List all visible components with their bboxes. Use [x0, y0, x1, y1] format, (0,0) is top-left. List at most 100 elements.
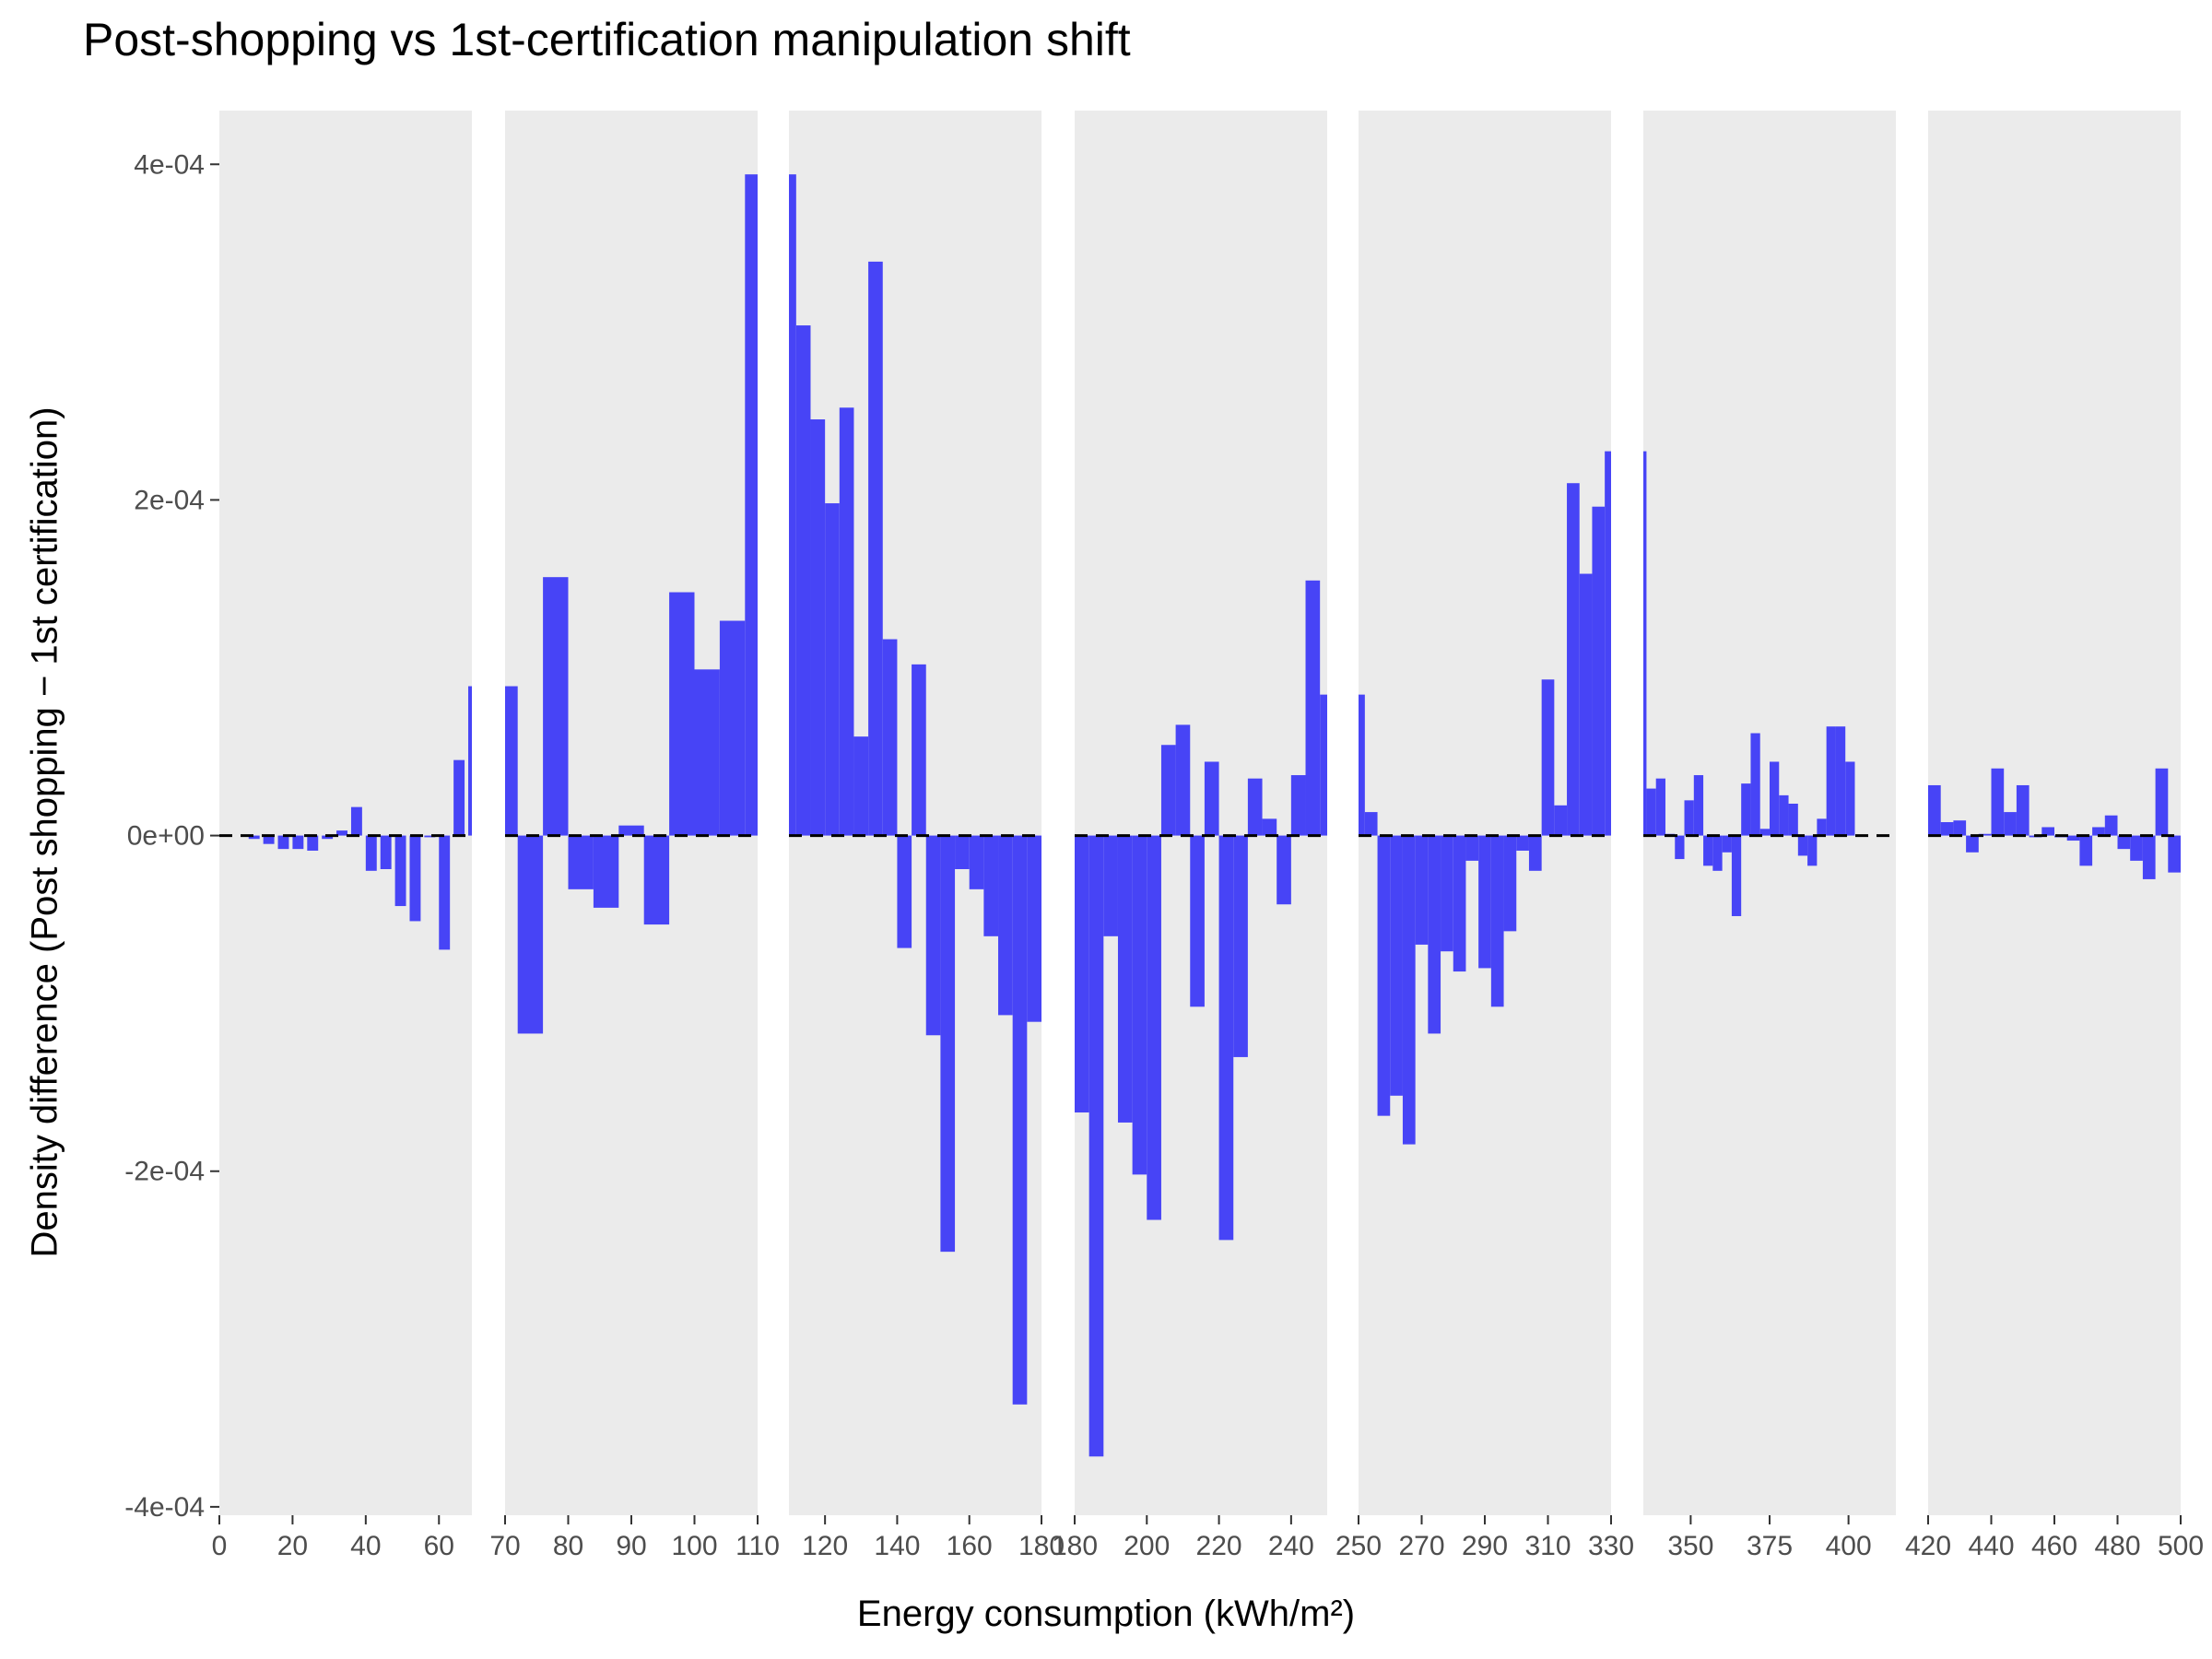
x-tick-label: 500	[2158, 1531, 2204, 1561]
bar	[969, 835, 984, 889]
bar	[263, 835, 275, 844]
bar	[1290, 775, 1306, 836]
bar	[1012, 835, 1028, 1405]
bar	[897, 835, 912, 948]
bar	[543, 577, 569, 836]
x-tick-label: 460	[2031, 1531, 2077, 1561]
x-tick-label: 220	[1196, 1531, 1242, 1561]
bar	[745, 174, 758, 836]
bar	[2016, 784, 2030, 836]
bar	[1428, 835, 1441, 1034]
y-tick-label: 0e+00	[127, 821, 205, 852]
bar	[2066, 835, 2080, 841]
bar	[1845, 761, 1855, 836]
bar	[853, 736, 869, 836]
bar	[1770, 761, 1780, 836]
y-tick-label: 4e-04	[134, 149, 205, 180]
bar	[1305, 580, 1321, 836]
x-tick-label: 70	[489, 1531, 520, 1561]
bar	[2155, 768, 2169, 836]
y-tick-label: -2e-04	[124, 1157, 205, 1187]
bar	[1132, 835, 1147, 1175]
bar	[1835, 726, 1846, 836]
y-tick-label: 2e-04	[134, 485, 205, 515]
chart-title: Post-shopping vs 1st-certification manip…	[83, 14, 1131, 65]
y-tick-label: -4e-04	[124, 1492, 205, 1523]
bar	[1160, 745, 1176, 836]
bar	[1364, 812, 1378, 836]
bar	[940, 835, 956, 1253]
x-tick-label: 20	[277, 1531, 308, 1561]
x-tick-label: 0	[212, 1531, 228, 1561]
bar	[248, 835, 260, 840]
x-axis-label: Energy consumption (kWh/m²)	[856, 1594, 1356, 1634]
bar	[868, 261, 883, 836]
facet-panel	[219, 111, 472, 1515]
bar	[1320, 694, 1327, 836]
bar	[1478, 835, 1491, 969]
bar	[1359, 694, 1365, 836]
x-tick-label: 350	[1667, 1531, 1713, 1561]
bar	[1722, 835, 1732, 853]
bar	[365, 835, 377, 871]
bar	[1204, 761, 1219, 836]
bar	[1377, 835, 1391, 1116]
bar	[1103, 835, 1118, 936]
bar	[1490, 835, 1504, 1007]
bar	[1605, 451, 1611, 836]
bar	[2079, 835, 2093, 866]
bar	[336, 830, 347, 836]
bar	[1759, 829, 1770, 836]
bar	[912, 664, 926, 836]
bar	[882, 639, 898, 836]
bar	[1027, 835, 1041, 1022]
bar	[2004, 812, 2017, 836]
x-tick-label: 110	[735, 1531, 780, 1561]
facet-panel	[1928, 111, 2181, 1515]
x-tick-label: 60	[424, 1531, 454, 1561]
x-tick-label: 120	[802, 1531, 848, 1561]
x-tick-label: 40	[350, 1531, 381, 1561]
x-tick-label: 140	[874, 1531, 920, 1561]
bar	[1516, 835, 1529, 851]
bar	[1579, 573, 1593, 836]
bar	[1966, 835, 1979, 853]
bar	[1218, 835, 1234, 1241]
bar	[1750, 733, 1760, 836]
bar	[1592, 506, 1606, 836]
bar	[1779, 794, 1789, 836]
bar	[593, 835, 619, 908]
bar	[694, 669, 720, 836]
bar	[505, 686, 518, 836]
x-tick-label: 160	[947, 1531, 993, 1561]
bar	[1441, 835, 1453, 952]
bar	[424, 835, 436, 838]
bar	[1731, 835, 1742, 916]
bar	[2092, 827, 2105, 836]
bar	[1402, 835, 1416, 1145]
bar	[1826, 726, 1836, 836]
x-tick-label: 180	[1018, 1531, 1065, 1561]
bar	[1528, 835, 1542, 871]
x-tick-label: 310	[1524, 1531, 1571, 1561]
bar	[394, 835, 406, 907]
bar	[1262, 818, 1277, 836]
bar	[2041, 827, 2054, 836]
bar	[839, 407, 854, 836]
bar	[1675, 835, 1685, 860]
bar	[1247, 778, 1263, 836]
x-tick-label: 90	[616, 1531, 646, 1561]
bar	[1147, 835, 1161, 1220]
bar	[1703, 835, 1713, 866]
x-tick-label: 270	[1398, 1531, 1444, 1561]
x-tick-label: 375	[1747, 1531, 1793, 1561]
bar	[1117, 835, 1133, 1123]
bar	[439, 835, 451, 950]
bar	[1190, 835, 1205, 1007]
bar	[1741, 783, 1751, 836]
bar	[1415, 835, 1429, 945]
bar	[983, 835, 999, 936]
bar	[795, 325, 811, 836]
